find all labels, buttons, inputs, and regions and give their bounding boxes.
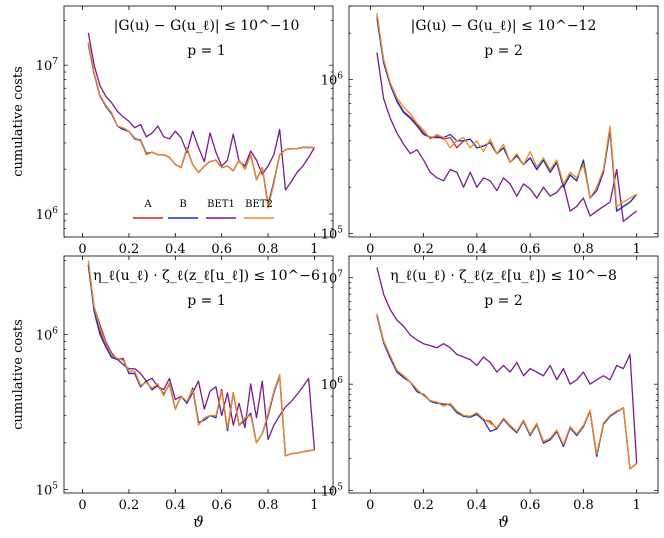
y-axis-label: cumulative costs [11,319,26,430]
x-tick-label: 0.8 [258,242,279,257]
legend: A B BET1 BET2 [133,199,274,219]
y-tick-label: 106 [36,326,59,343]
x-tick-label: 0 [78,498,86,513]
chart-panel-3: 0 0.2 0.4 0.6 0.8 1 105 106 η_ℓ(u_ℓ) · ζ_ℓ(z_ℓ[u… [11,255,334,531]
y-tick-label: 105 [321,483,344,500]
x-tick-label: 0.4 [165,498,186,513]
x-tick-label: 0.8 [573,498,594,513]
x-tick-label: 0.2 [119,498,140,513]
x-tick-label: 0.2 [413,242,434,257]
chart-title: |G(u) − G(u_ℓ)| ≤ 10^−12 [411,18,597,34]
x-tick-label: 0.6 [211,242,232,257]
chart-title: η_ℓ(u_ℓ) · ζ_ℓ(z_ℓ[u_ℓ]) ≤ 10^−6 [93,268,320,284]
chart-panel-4: 0 0.2 0.4 0.6 0.8 1 105 106 107 η_ℓ(u_ℓ) · ζ_ℓ(z_… [321,255,659,531]
chart-title: |G(u) − G(u_ℓ)| ≤ 10^−10 [114,18,300,34]
x-tick-label: 0.8 [258,498,279,513]
x-tick-label: 0.6 [211,498,232,513]
series-line-bet1 [87,32,316,191]
legend-label-b: B [179,199,186,210]
x-tick-label: 0.8 [573,242,594,257]
x-tick-label: 0.4 [165,242,186,257]
series-line-bet1 [376,52,638,223]
x-tick-label: 0 [78,242,86,257]
y-tick-label: 106 [321,72,344,89]
x-tick-label: 0.4 [467,242,488,257]
chart-subtitle: p = 2 [484,43,523,59]
x-tick-label: 0.6 [520,498,541,513]
series-line-a [87,43,315,206]
plot-frame [63,255,334,494]
chart-panel-1: 0 0.2 0.4 0.6 0.8 1 106 107 |G(u) − G(u_ℓ)| ≤ 10… [11,5,334,257]
x-tick-label: 0 [366,242,374,257]
x-axis-label: ϑ [193,513,204,531]
x-tick-label: 1 [310,498,318,513]
chart-subtitle: p = 2 [484,293,523,309]
series-line-bet2 [87,42,315,209]
plot-frame [63,5,334,238]
y-tick-label: 105 [321,226,344,243]
y-tick-label: 107 [36,57,59,74]
chart-title: η_ℓ(u_ℓ) · ζ_ℓ(z_ℓ[u_ℓ]) ≤ 10^−8 [390,268,617,284]
x-tick-label: 1 [633,242,641,257]
x-tick-label: 0.2 [413,498,434,513]
plot-frame [348,255,659,494]
y-tick-label: 105 [36,482,59,499]
x-tick-label: 1 [310,242,318,257]
y-tick-label: 106 [321,376,344,393]
chart-subtitle: p = 1 [187,293,226,309]
x-tick-label: 0.6 [520,242,541,257]
legend-label-bet1: BET1 [207,199,235,210]
x-tick-label: 1 [633,498,641,513]
series-line-bet1 [376,267,638,464]
series-line-bet2 [376,313,638,470]
chart-subtitle: p = 1 [187,43,226,59]
legend-label-bet2: BET2 [245,199,273,210]
plot-frame [348,5,659,238]
series-line-b [87,44,315,206]
chart-panel-2: 0 0.2 0.4 0.6 0.8 1 105 106 |G(u) − G(u_ℓ)| ≤ 10… [321,5,659,257]
x-tick-label: 0 [366,498,374,513]
y-tick-label: 106 [36,206,59,223]
legend-label-a: A [143,199,152,210]
y-axis-label: cumulative costs [11,66,26,177]
x-tick-label: 0.2 [119,242,140,257]
x-tick-label: 0.4 [467,498,488,513]
x-axis-label: ϑ [498,513,509,531]
series-line-a [376,314,638,470]
series-line-bet2 [376,12,638,208]
y-tick-label: 107 [321,270,344,287]
series-line-bet2 [87,260,315,457]
